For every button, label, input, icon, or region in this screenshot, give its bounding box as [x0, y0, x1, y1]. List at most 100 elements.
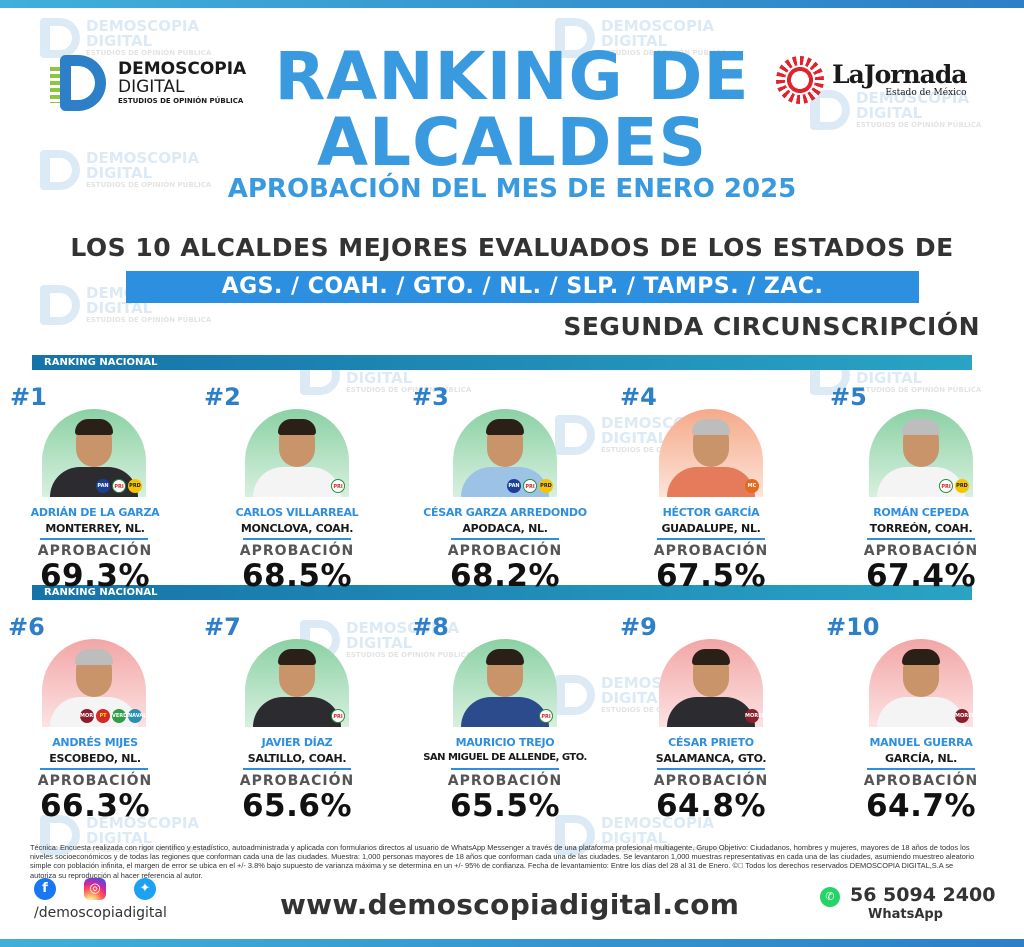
approval-value: 64.7% [865, 788, 977, 824]
mayor-name: HÉCTOR GARCÍA [662, 506, 760, 519]
twitter-icon[interactable]: ✦ [134, 878, 156, 900]
mayor-name: JAVIER DÍAZ [261, 736, 333, 749]
party-logos: PAN PRI PRD [507, 479, 553, 493]
mayor-card-3: #3 PAN PRI PRD CÉSAR GARZA ARREDONDO APO… [410, 383, 600, 598]
divider [867, 768, 975, 770]
rank-number: #1 [10, 383, 47, 411]
section-bar-top: RANKING NACIONAL [32, 355, 972, 370]
brand-line1: DEMOSCOPIA [118, 59, 247, 79]
approval-label: APROBACIÓN [37, 543, 153, 559]
partner-name: LaJornada [832, 60, 968, 89]
states-banner: AGS. / COAH. / GTO. / NL. / SLP. / TAMPS… [126, 271, 919, 303]
rank-number: #4 [620, 383, 657, 411]
mayor-name: ROMÁN CEPEDA [873, 506, 969, 519]
pri-logo-icon: PRI [331, 709, 345, 723]
brand-line2: DIGITAL [118, 77, 185, 97]
approval-value: 69.3% [39, 558, 151, 594]
top-accent-bar [0, 0, 1024, 8]
la-jornada-logo: LaJornada Estado de México [776, 56, 968, 104]
pri-logo-icon: PRI [523, 479, 537, 493]
rank-number: #8 [412, 613, 449, 641]
portrait: PRI [245, 639, 349, 727]
pan-logo-icon: PAN [507, 479, 521, 493]
approval-label: APROBACIÓN [239, 543, 355, 559]
title-line1: RANKING DE [274, 38, 750, 115]
instagram-icon[interactable]: ◎ [84, 878, 106, 900]
mayor-city: SALAMANCA, GTO. [655, 752, 767, 765]
pri-logo-icon: PRI [331, 479, 345, 493]
divider [657, 768, 765, 770]
prd-logo-icon: PRD [539, 479, 553, 493]
approval-label: APROBACIÓN [653, 773, 769, 789]
mayor-city: SAN MIGUEL DE ALLENDE, GTO. [423, 752, 587, 763]
rank-number: #2 [204, 383, 241, 411]
mayor-name: CÉSAR GARZA ARREDONDO [423, 506, 587, 519]
website-link[interactable]: www.demoscopiadigital.com [280, 888, 740, 921]
mayor-card-10: #10 MORENA MANUEL GUERRA GARCÍA, NL. APR… [826, 613, 1016, 828]
approval-label: APROBACIÓN [447, 543, 563, 559]
pt-logo-icon: PT [96, 709, 110, 723]
portrait: MC [659, 409, 763, 497]
approval-value: 67.5% [655, 558, 767, 594]
party-logos: PRI [539, 709, 553, 723]
bottom-accent-bar [0, 939, 1024, 947]
methodology-note: Técnica: Encuesta realizada con rigor ci… [30, 843, 975, 880]
party-logos: MORENA [745, 709, 763, 723]
mayor-name: CARLOS VILLARREAL [235, 506, 359, 519]
naval-logo-icon: NAVAL [128, 709, 146, 723]
party-logos: PRI [331, 709, 345, 723]
mayor-card-5: #5 PRI PRD ROMÁN CEPEDA TORREÓN, COAH. A… [826, 383, 1016, 598]
portrait: MORENA [869, 639, 973, 727]
rank-number: #10 [826, 613, 880, 641]
approval-label: APROBACIÓN [37, 773, 153, 789]
partner-sub: Estado de México [885, 88, 967, 98]
party-logos: PRI PRD [939, 479, 969, 493]
pri-logo-icon: PRI [539, 709, 553, 723]
portrait: PAN PRI PRD [42, 409, 146, 497]
portrait: PAN PRI PRD [453, 409, 557, 497]
divider [40, 538, 148, 540]
rank-number: #5 [830, 383, 867, 411]
mayor-name: ANDRÉS MIJES [52, 736, 138, 749]
approval-label: APROBACIÓN [653, 543, 769, 559]
portrait: PRI [453, 639, 557, 727]
circumscription: SEGUNDA CIRCUNSCRIPCIÓN [563, 312, 980, 341]
subtitle: APROBACIÓN DEL MES DE ENERO 2025 [227, 174, 797, 204]
section-bar-bottom: RANKING NACIONAL [32, 585, 972, 600]
prd-logo-icon: PRD [955, 479, 969, 493]
portrait: MORENA [659, 639, 763, 727]
facebook-icon[interactable]: f [34, 878, 56, 900]
approval-value: 65.6% [241, 788, 353, 824]
approval-value: 65.5% [449, 788, 561, 824]
approval-value: 64.8% [655, 788, 767, 824]
sun-icon [776, 56, 824, 104]
divider [40, 768, 148, 770]
rank-number: #9 [620, 613, 657, 641]
portrait: PRI PRD [869, 409, 973, 497]
divider [243, 768, 351, 770]
mayor-city: TORREÓN, COAH. [869, 522, 973, 535]
mayor-card-1: #1 PAN PRI PRD ADRIÁN DE LA GARZA MONTER… [0, 383, 190, 598]
divider [867, 538, 975, 540]
party-logos: PAN PRI PRD [96, 479, 142, 493]
mayor-city: MONCLOVA, COAH. [240, 522, 354, 535]
brand-tagline: ESTUDIOS DE OPINIÓN PÚBLICA [118, 97, 244, 105]
portrait: PRI [245, 409, 349, 497]
approval-value: 66.3% [39, 788, 151, 824]
morena-logo-icon: MORENA [745, 709, 763, 723]
demoscopia-logo: DEMOSCOPIA DIGITAL ESTUDIOS DE OPINIÓN P… [50, 55, 246, 111]
mayor-name: CÉSAR PRIETO [668, 736, 754, 749]
pri-logo-icon: PRI [939, 479, 953, 493]
social-links: f ◎ ✦ [34, 878, 156, 900]
mc-logo-icon: MC [745, 479, 759, 493]
pri-logo-icon: PRI [112, 479, 126, 493]
whatsapp-label: WhatsApp [868, 907, 943, 922]
party-logos: MORENA [955, 709, 973, 723]
divider [657, 538, 765, 540]
social-handle[interactable]: /demoscopiadigital [34, 905, 167, 921]
party-logos: MC [745, 479, 759, 493]
verde-logo-icon: VERDE [112, 709, 131, 723]
phone-number[interactable]: 56 5094 2400 [850, 884, 996, 906]
rank-number: #6 [8, 613, 45, 641]
portrait: MORENA PT VERDE NAVAL [42, 639, 146, 727]
